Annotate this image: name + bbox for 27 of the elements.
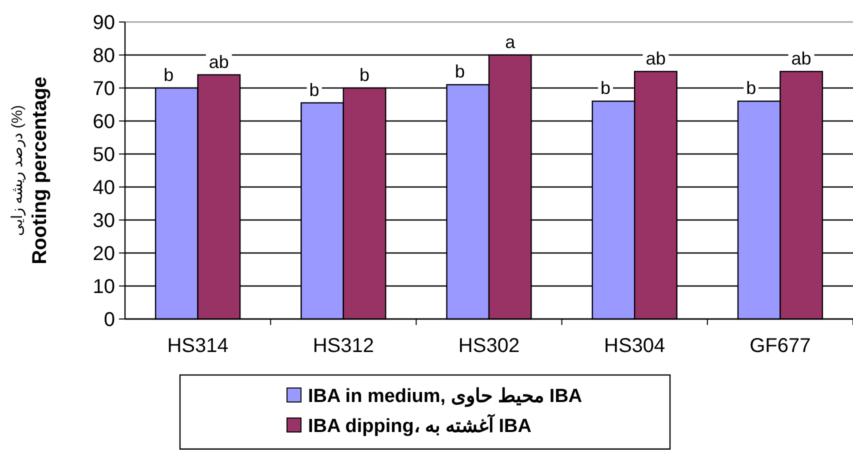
x-tick-label: HS314 bbox=[167, 335, 228, 357]
data-label: b bbox=[164, 65, 174, 85]
y-tick-label: 70 bbox=[92, 78, 115, 100]
data-label: b bbox=[454, 62, 465, 82]
data-label: b bbox=[360, 65, 370, 85]
data-label: b bbox=[309, 80, 320, 100]
y-tick-label: 0 bbox=[104, 309, 115, 331]
x-tick-label: HS312 bbox=[312, 335, 374, 357]
data-label: a bbox=[505, 32, 516, 52]
y-tick-label: 40 bbox=[92, 177, 115, 199]
x-tick-label: HS304 bbox=[604, 335, 666, 357]
legend-label: IBA dipping، آغشته به IBA bbox=[308, 413, 532, 437]
y-tick-label: 20 bbox=[92, 243, 115, 265]
y-tick-label: 50 bbox=[92, 144, 115, 166]
y-tick-label: 10 bbox=[92, 276, 115, 298]
x-tick-label: HS302 bbox=[458, 335, 520, 357]
y-tick-label: 30 bbox=[92, 210, 115, 232]
data-label: b bbox=[746, 78, 756, 98]
data-label: ab bbox=[208, 52, 229, 72]
x-tick-label: GF677 bbox=[750, 335, 811, 357]
y-tick-label: 90 bbox=[92, 12, 115, 34]
y-tick-label: 80 bbox=[92, 45, 115, 67]
data-label: b bbox=[600, 78, 610, 98]
data-label: ab bbox=[646, 48, 666, 68]
y-tick-label: 60 bbox=[92, 111, 115, 133]
legend-label: IBA in medium, محیط حاوی IBA bbox=[308, 386, 582, 407]
data-label: ab bbox=[791, 48, 812, 68]
